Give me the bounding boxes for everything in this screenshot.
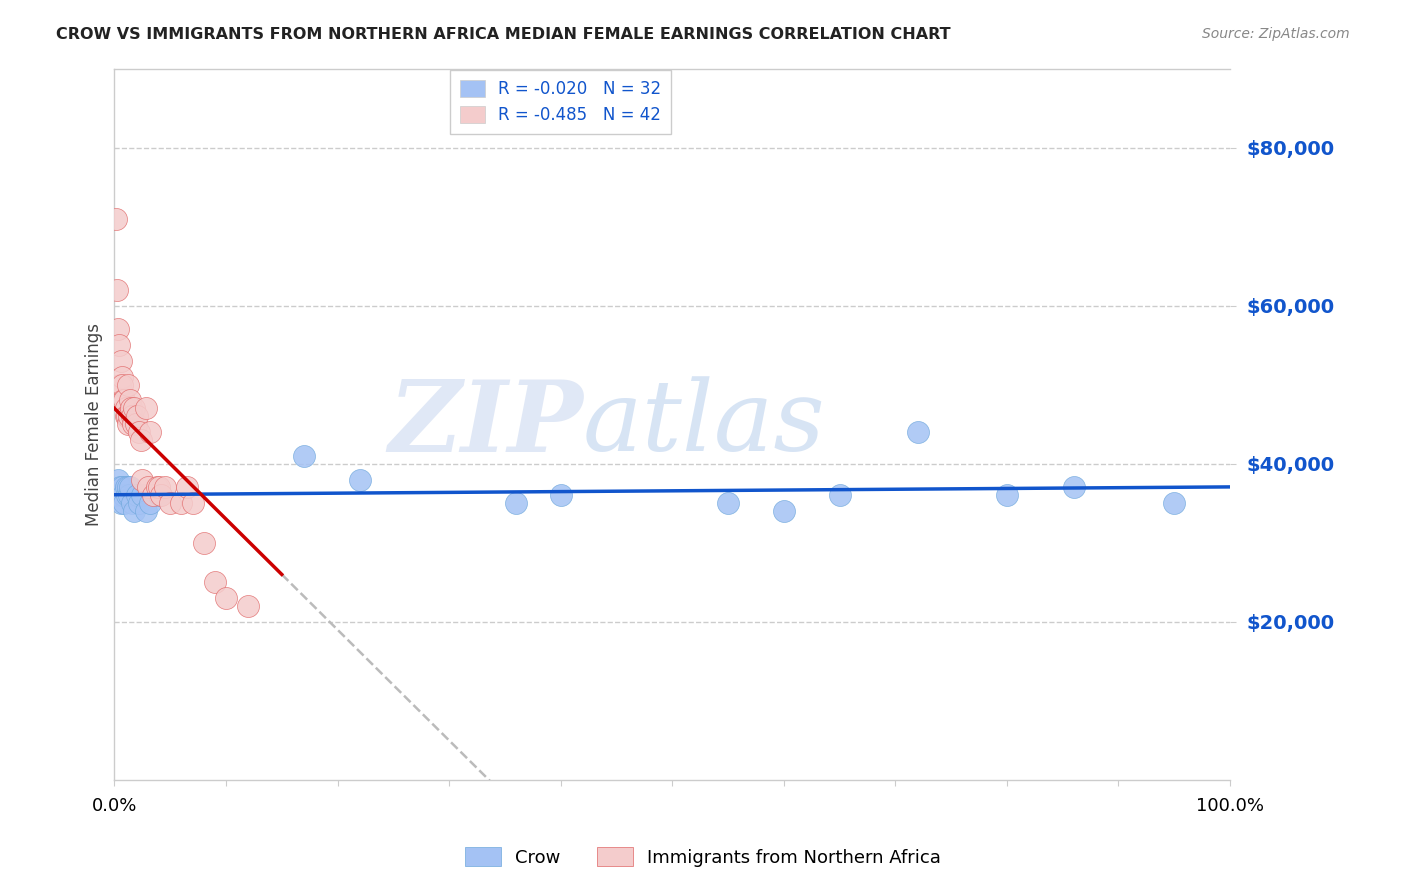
Point xyxy=(148,488,170,502)
Point xyxy=(118,488,141,502)
Point xyxy=(907,425,929,439)
Point xyxy=(111,369,134,384)
Point xyxy=(505,496,527,510)
Point xyxy=(112,393,135,408)
Point xyxy=(1163,496,1185,510)
Point xyxy=(139,496,162,510)
Text: CROW VS IMMIGRANTS FROM NORTHERN AFRICA MEDIAN FEMALE EARNINGS CORRELATION CHART: CROW VS IMMIGRANTS FROM NORTHERN AFRICA … xyxy=(56,27,950,42)
Point xyxy=(105,488,128,502)
Point xyxy=(118,409,141,424)
Point xyxy=(114,409,136,424)
Point xyxy=(115,409,138,424)
Point xyxy=(193,535,215,549)
Point xyxy=(114,393,136,408)
Text: atlas: atlas xyxy=(583,376,825,472)
Point xyxy=(108,338,131,352)
Point xyxy=(118,480,141,494)
Y-axis label: Median Female Earnings: Median Female Earnings xyxy=(86,323,103,525)
Point xyxy=(550,488,572,502)
Point xyxy=(128,425,150,439)
Point xyxy=(108,377,131,392)
Point xyxy=(131,473,153,487)
Point xyxy=(181,496,204,510)
Point xyxy=(108,480,131,494)
Point xyxy=(114,496,136,510)
Point xyxy=(135,401,157,416)
Point xyxy=(121,496,143,510)
Point xyxy=(124,504,146,518)
Point xyxy=(717,496,740,510)
Point xyxy=(117,377,139,392)
Legend: R = -0.020   N = 32, R = -0.485   N = 42: R = -0.020 N = 32, R = -0.485 N = 42 xyxy=(450,70,671,135)
Point xyxy=(129,433,152,447)
Text: Source: ZipAtlas.com: Source: ZipAtlas.com xyxy=(1202,27,1350,41)
Point xyxy=(128,496,150,510)
Text: ZIP: ZIP xyxy=(388,376,583,473)
Point xyxy=(125,488,148,502)
Point xyxy=(159,496,181,510)
Point xyxy=(115,488,138,502)
Point xyxy=(122,417,145,432)
Point xyxy=(117,417,139,432)
Point xyxy=(131,488,153,502)
Point xyxy=(176,480,198,494)
Point xyxy=(124,417,146,432)
Point xyxy=(136,480,159,494)
Point xyxy=(135,504,157,518)
Point xyxy=(117,480,139,494)
Point xyxy=(238,599,260,613)
Point xyxy=(204,575,226,590)
Point xyxy=(118,393,141,408)
Point xyxy=(124,401,146,416)
Point xyxy=(1063,480,1085,494)
Point xyxy=(292,449,315,463)
Point xyxy=(114,401,136,416)
Point xyxy=(107,473,129,487)
Point xyxy=(110,354,132,368)
Point xyxy=(215,591,238,606)
Point xyxy=(107,322,129,336)
Point xyxy=(170,496,193,510)
Point xyxy=(153,480,176,494)
Point xyxy=(349,473,371,487)
Point xyxy=(142,488,165,502)
Point xyxy=(111,480,134,494)
Point xyxy=(125,409,148,424)
Point xyxy=(108,488,131,502)
Point xyxy=(828,488,851,502)
Point xyxy=(112,488,135,502)
Point xyxy=(146,480,169,494)
Point xyxy=(995,488,1018,502)
Point xyxy=(120,401,142,416)
Point xyxy=(104,211,127,226)
Point xyxy=(105,283,128,297)
Point xyxy=(121,409,143,424)
Legend: Crow, Immigrants from Northern Africa: Crow, Immigrants from Northern Africa xyxy=(457,840,949,874)
Point xyxy=(114,480,136,494)
Point xyxy=(150,488,173,502)
Point xyxy=(148,480,170,494)
Point xyxy=(111,377,134,392)
Point xyxy=(772,504,794,518)
Point xyxy=(110,496,132,510)
Point xyxy=(139,425,162,439)
